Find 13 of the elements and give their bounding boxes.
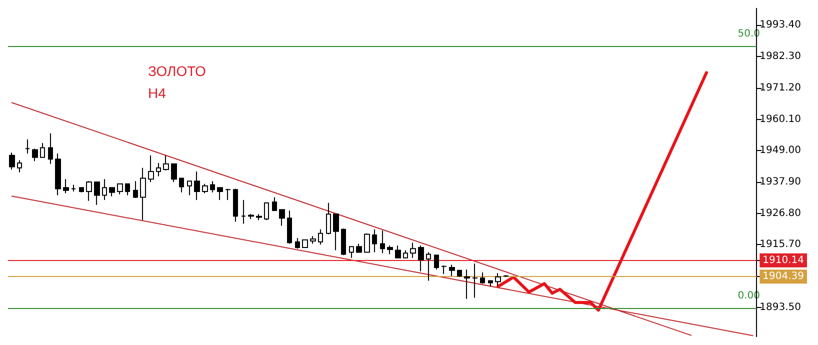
y-tick-label: 1893.50 <box>760 302 802 313</box>
y-tick-label: 1915.70 <box>760 239 802 250</box>
y-tick-label: 1949.00 <box>760 145 802 156</box>
y-tick-label: 1926.80 <box>760 208 802 219</box>
y-tick-label: 1904.39 <box>762 271 804 282</box>
y-tick-label: 1960.10 <box>760 114 802 125</box>
annotation: H4 <box>148 85 166 101</box>
annotation: ЗОЛОТО <box>148 63 206 79</box>
y-tick-label: 1982.30 <box>760 51 802 62</box>
y-tick-label: 1971.20 <box>760 82 802 94</box>
y-tick-label: 1937.90 <box>760 176 802 188</box>
y-tick-label: 1910.14 <box>762 254 804 266</box>
y-tick-label: 1993.40 <box>760 20 802 31</box>
